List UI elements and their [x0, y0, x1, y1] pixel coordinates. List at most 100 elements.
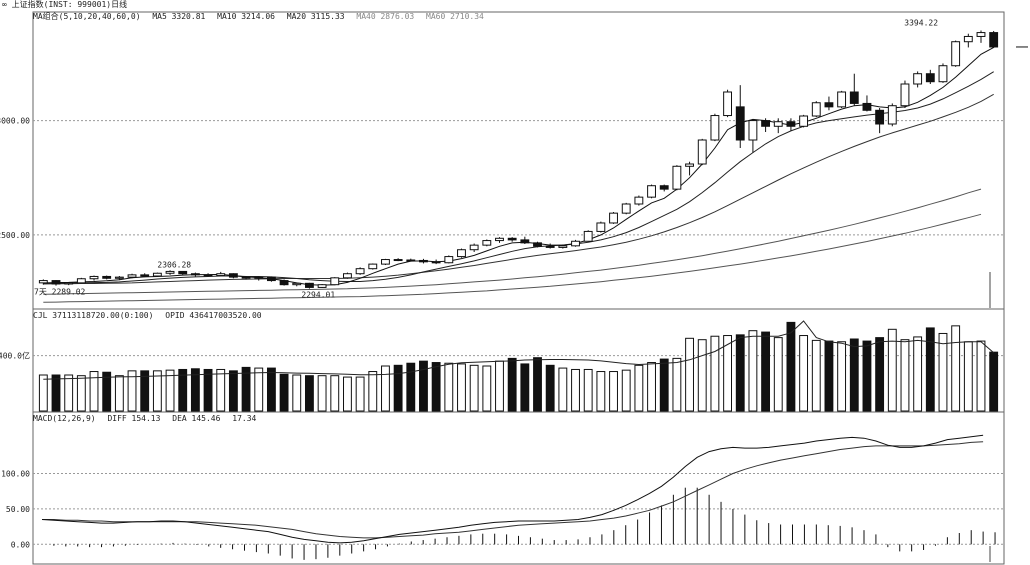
volume-bar [583, 368, 593, 412]
volume-bar [748, 330, 758, 412]
candle-up [330, 277, 340, 286]
volume-bar [799, 335, 809, 412]
macd-name-label: MACD(12,26,9) [33, 414, 96, 423]
volume-bar [178, 368, 188, 412]
volume-bar [887, 328, 897, 412]
candle-down [875, 109, 885, 125]
cjl-label: CJL 37113118720.00(0:100) [33, 311, 154, 320]
candle-up [254, 276, 264, 279]
candle-up [596, 222, 606, 232]
volume-bar [254, 367, 264, 412]
candle-down [824, 102, 834, 108]
volume-bar [811, 339, 821, 412]
candle-up [811, 102, 821, 117]
volume-bar [621, 369, 631, 412]
candle-up [444, 256, 454, 264]
diff-line [41, 434, 984, 544]
candle-up [748, 120, 758, 141]
candle-up [368, 263, 378, 270]
candle-up [647, 185, 656, 198]
volume-bar [659, 358, 669, 412]
candle-down [419, 259, 428, 263]
volume-bar [368, 371, 378, 412]
volume-bar [64, 374, 74, 412]
ma10-label: MA10 3214.06 [217, 12, 275, 21]
candle-up [976, 32, 986, 37]
volume-bar [279, 373, 289, 412]
candle-up [938, 65, 948, 83]
macd-panel-frame [32, 411, 1005, 565]
volume-bar [241, 366, 251, 412]
volume-bar [609, 371, 618, 412]
volume-bar [723, 335, 733, 412]
volume-bar [266, 367, 276, 412]
candle-up [292, 282, 302, 286]
candle-down [520, 239, 530, 244]
candle-up [900, 83, 910, 107]
candle-up [634, 196, 644, 205]
volume-bar [875, 337, 885, 412]
candle-up [913, 73, 923, 85]
volume-bar [419, 360, 428, 412]
macd-y-tick: 0.00 [11, 540, 30, 549]
candle-down [786, 121, 796, 127]
volume-bar [330, 375, 340, 412]
candle-down [862, 102, 872, 111]
volume-bar [596, 371, 606, 412]
candle-up [685, 163, 694, 167]
ma40-label: MA40 2876.03 [356, 12, 415, 21]
volume-bar [431, 362, 441, 412]
candle-down [304, 282, 314, 288]
ma-legend: MA组合(5,10,20,40,60,0) MA5 3320.81 MA10 3… [33, 12, 491, 22]
ma20-label: MA20 3115.33 [286, 12, 345, 21]
candle-down [735, 106, 745, 141]
volume-y-tick: 400.0亿 [0, 351, 30, 361]
volume-bar [976, 340, 986, 412]
volume-bar [925, 327, 935, 412]
candle-up [114, 276, 124, 279]
volume-bar [444, 362, 454, 412]
volume-bar [773, 337, 783, 412]
volume-bar [735, 334, 745, 412]
volume-bar [469, 364, 479, 412]
candle-down [51, 280, 61, 285]
volume-bar [114, 375, 124, 412]
dea-label: DEA 145.46 [172, 414, 221, 423]
volume-bar [140, 370, 150, 412]
candle-down [203, 274, 213, 277]
candle-down [659, 185, 669, 190]
volume-bar [647, 362, 656, 412]
candle-up [621, 203, 631, 214]
macd-value-label: 17.34 [232, 414, 257, 423]
price-y-tick: 2500.00 [0, 231, 30, 240]
left-annotation: 7天 2289.02 [34, 288, 86, 297]
candle-up [723, 91, 733, 117]
candle-down [761, 120, 771, 127]
volume-bar [862, 340, 872, 412]
candle-up [710, 115, 720, 141]
chart-title: ∞ 上证指数(INST: 999001)日线 [2, 0, 127, 10]
volume-bar [127, 370, 137, 412]
volume-bar [304, 375, 314, 412]
candle-up [609, 212, 618, 224]
volume-bar [900, 339, 910, 412]
volume-bar [849, 338, 859, 412]
volume-bar [406, 362, 416, 412]
volume-bar [951, 325, 961, 412]
candle-down [266, 276, 276, 282]
volume-bar [634, 364, 644, 412]
ma-legend-name: MA组合(5,10,20,40,60,0) [33, 12, 141, 21]
candle-up [64, 282, 74, 285]
volume-bar [152, 370, 162, 412]
volume-bar [381, 365, 390, 412]
volume-bar [545, 364, 555, 412]
candle-down [406, 259, 416, 262]
volume-bar [51, 374, 61, 412]
candle-up [672, 165, 682, 190]
high-annotation: 3394.22 [904, 19, 938, 28]
candle-up [457, 249, 466, 258]
candle-up [76, 278, 86, 284]
candle-up [571, 240, 580, 247]
